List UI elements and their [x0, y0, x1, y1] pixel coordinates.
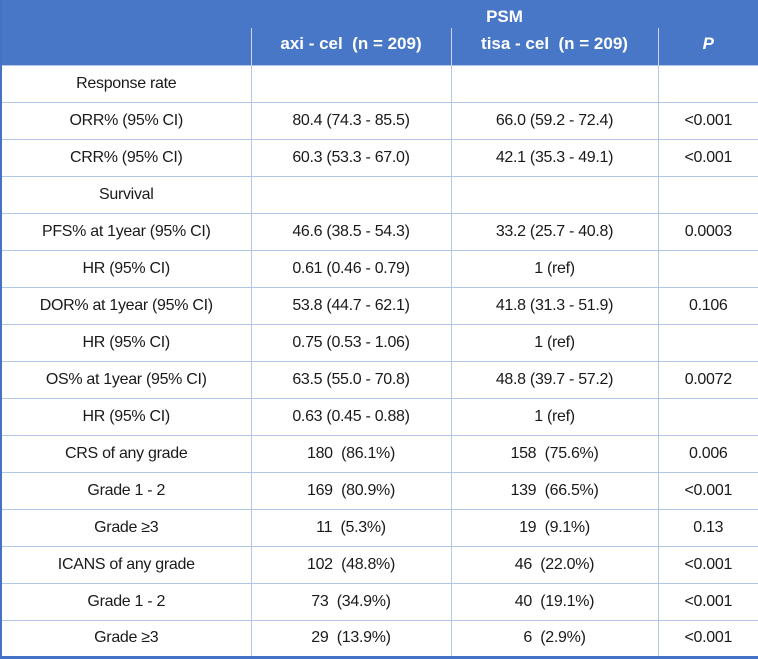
row-label: Grade 1 - 2 — [0, 471, 252, 510]
axi-cel-value: 0.63 (0.45 - 0.88) — [250, 397, 452, 436]
table-row-os: OS% at 1year (95% CI) 63.5 (55.0 - 70.8)… — [0, 360, 758, 399]
corner-cell — [1, 0, 251, 28]
axi-cel-value — [250, 64, 452, 103]
p-value: 0.0003 — [657, 212, 758, 251]
row-label: HR (95% CI) — [0, 249, 252, 288]
column-header-row: axi - cel (n = 209) tisa - cel (n = 209)… — [1, 28, 758, 65]
axi-cel-value: 46.6 (38.5 - 54.3) — [250, 212, 452, 251]
table-row-crr: CRR% (95% CI) 60.3 (53.3 - 67.0) 42.1 (3… — [0, 138, 758, 177]
p-value: 0.106 — [657, 286, 758, 325]
table-row-orr: ORR% (95% CI) 80.4 (74.3 - 85.5) 66.0 (5… — [0, 101, 758, 140]
tisa-cel-value: 46 (22.0%) — [450, 545, 659, 584]
row-label: PFS% at 1year (95% CI) — [0, 212, 252, 251]
row-label: HR (95% CI) — [0, 397, 252, 436]
table-row-icans: ICANS of any grade 102 (48.8%) 46 (22.0%… — [0, 545, 758, 584]
col-header-blank — [1, 28, 251, 65]
row-label: Grade ≥3 — [0, 508, 252, 547]
table-row-pfs: PFS% at 1year (95% CI) 46.6 (38.5 - 54.3… — [0, 212, 758, 251]
row-label: HR (95% CI) — [0, 323, 252, 362]
p-value: <0.001 — [657, 582, 758, 621]
tisa-cel-value — [450, 175, 659, 214]
tisa-cel-value: 139 (66.5%) — [450, 471, 659, 510]
col-header-tisa-cel: tisa - cel (n = 209) — [450, 28, 658, 65]
row-label: ORR% (95% CI) — [0, 101, 252, 140]
table-row-dor: DOR% at 1year (95% CI) 53.8 (44.7 - 62.1… — [0, 286, 758, 325]
p-value: 0.006 — [657, 434, 758, 473]
row-label: Grade ≥3 — [0, 619, 252, 659]
axi-cel-value: 102 (48.8%) — [250, 545, 452, 584]
table-row-hr-os: HR (95% CI) 0.63 (0.45 - 0.88) 1 (ref) — [0, 397, 758, 436]
table-row-icans-grade3: Grade ≥3 29 (13.9%) 6 (2.9%) <0.001 — [0, 619, 758, 659]
axi-cel-value: 180 (86.1%) — [250, 434, 452, 473]
p-value: <0.001 — [657, 545, 758, 584]
axi-cel-value: 169 (80.9%) — [250, 471, 452, 510]
row-label: Grade 1 - 2 — [0, 582, 252, 621]
p-value: 0.0072 — [657, 360, 758, 399]
tisa-cel-value: 40 (19.1%) — [450, 582, 659, 621]
row-label: CRS of any grade — [0, 434, 252, 473]
col-header-p: P — [657, 28, 758, 65]
axi-cel-value: 29 (13.9%) — [250, 619, 452, 659]
col-header-axi-cel: axi - cel (n = 209) — [250, 28, 451, 65]
row-label: Response rate — [0, 64, 252, 103]
row-label: ICANS of any grade — [0, 545, 252, 584]
row-label: CRR% (95% CI) — [0, 138, 252, 177]
p-value: <0.001 — [657, 101, 758, 140]
p-value: <0.001 — [657, 138, 758, 177]
axi-cel-value: 80.4 (74.3 - 85.5) — [250, 101, 452, 140]
table-row-crs-grade12: Grade 1 - 2 169 (80.9%) 139 (66.5%) <0.0… — [0, 471, 758, 510]
p-value — [657, 175, 758, 214]
tisa-cel-value: 19 (9.1%) — [450, 508, 659, 547]
table-row-survival: Survival — [0, 175, 758, 214]
axi-cel-value: 73 (34.9%) — [250, 582, 452, 621]
p-value: <0.001 — [657, 471, 758, 510]
axi-cel-value: 11 (5.3%) — [250, 508, 452, 547]
axi-cel-value: 0.61 (0.46 - 0.79) — [250, 249, 452, 288]
axi-cel-value: 63.5 (55.0 - 70.8) — [250, 360, 452, 399]
tisa-cel-value: 66.0 (59.2 - 72.4) — [450, 101, 659, 140]
row-label: DOR% at 1year (95% CI) — [0, 286, 252, 325]
p-value: 0.13 — [657, 508, 758, 547]
table-row-crs-grade3: Grade ≥3 11 (5.3%) 19 (9.1%) 0.13 — [0, 508, 758, 547]
axi-cel-value: 53.8 (44.7 - 62.1) — [250, 286, 452, 325]
tisa-cel-value: 1 (ref) — [450, 249, 659, 288]
axi-cel-value: 0.75 (0.53 - 1.06) — [250, 323, 452, 362]
tisa-cel-value: 158 (75.6%) — [450, 434, 659, 473]
tisa-cel-value: 1 (ref) — [450, 323, 659, 362]
table-title: PSM — [251, 0, 758, 28]
table-row-hr-pfs: HR (95% CI) 0.61 (0.46 - 0.79) 1 (ref) — [0, 249, 758, 288]
table-row-response-rate: Response rate — [0, 64, 758, 103]
p-value: <0.001 — [657, 619, 758, 659]
p-value — [657, 64, 758, 103]
tisa-cel-value: 33.2 (25.7 - 40.8) — [450, 212, 659, 251]
tisa-cel-value — [450, 64, 659, 103]
p-value — [657, 249, 758, 288]
table-row-hr-dor: HR (95% CI) 0.75 (0.53 - 1.06) 1 (ref) — [0, 323, 758, 362]
table-header: PSM axi - cel (n = 209) tisa - cel (n = … — [1, 0, 758, 65]
p-value — [657, 397, 758, 436]
row-label: Survival — [0, 175, 252, 214]
table-row-icans-grade12: Grade 1 - 2 73 (34.9%) 40 (19.1%) <0.001 — [0, 582, 758, 621]
axi-cel-value: 60.3 (53.3 - 67.0) — [250, 138, 452, 177]
row-label: OS% at 1year (95% CI) — [0, 360, 252, 399]
tisa-cel-value: 1 (ref) — [450, 397, 659, 436]
title-row: PSM — [1, 0, 758, 28]
table-body: Response rate ORR% (95% CI) 80.4 (74.3 -… — [0, 64, 758, 659]
tisa-cel-value: 41.8 (31.3 - 51.9) — [450, 286, 659, 325]
tisa-cel-value: 6 (2.9%) — [450, 619, 659, 659]
axi-cel-value — [250, 175, 452, 214]
tisa-cel-value: 42.1 (35.3 - 49.1) — [450, 138, 659, 177]
tisa-cel-value: 48.8 (39.7 - 57.2) — [450, 360, 659, 399]
p-value — [657, 323, 758, 362]
table-row-crs: CRS of any grade 180 (86.1%) 158 (75.6%)… — [0, 434, 758, 473]
